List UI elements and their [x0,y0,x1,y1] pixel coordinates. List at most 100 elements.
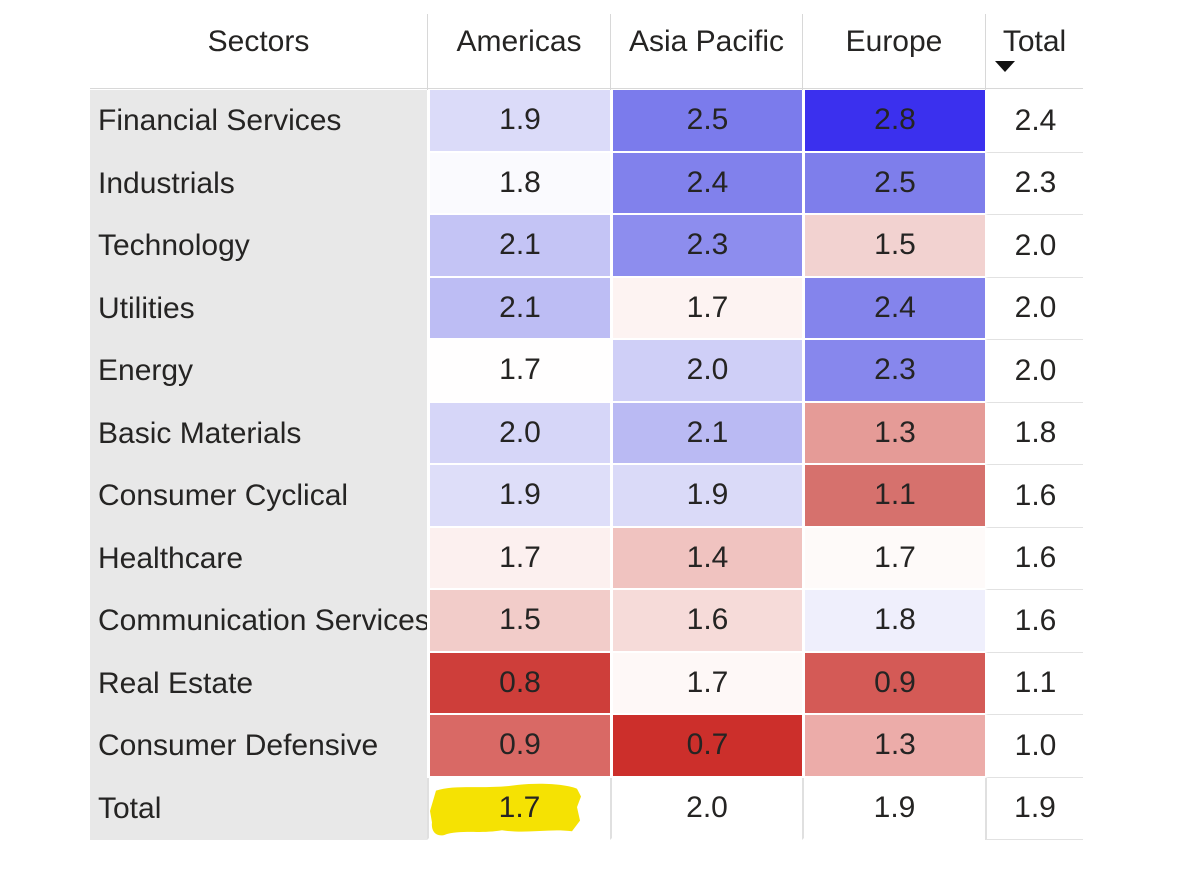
data-cell[interactable]: 2.1 [427,215,610,278]
cell-value: 1.6 [1014,541,1057,575]
data-cell[interactable]: 2.0 [427,402,610,465]
total-cell[interactable]: 1.6 [985,465,1083,528]
total-cell[interactable]: 2.0 [985,277,1083,340]
cell-value: 1.6 [1014,478,1057,512]
cell-value: 2.1 [499,228,541,262]
row-label[interactable]: Utilities [90,277,427,340]
data-cell[interactable]: 0.9 [427,715,610,778]
data-cell[interactable]: 2.1 [610,402,802,465]
total-cell[interactable]: 2.0 [985,215,1083,278]
data-cell[interactable]: 1.7 [427,340,610,403]
total-cell[interactable]: 1.9 [985,777,1083,840]
row-label-total[interactable]: Total [90,777,427,840]
cell-value: 1.7 [499,353,541,387]
data-cell[interactable]: 1.3 [802,715,985,778]
data-cell[interactable]: 2.4 [610,152,802,215]
cell-value: 1.5 [874,228,916,262]
row-label[interactable]: Basic Materials [90,402,427,465]
data-cell[interactable]: 2.1 [427,277,610,340]
row-label[interactable]: Healthcare [90,527,427,590]
data-cell[interactable]: 1.5 [802,215,985,278]
cell-value: 1.7 [874,540,916,574]
data-cell[interactable]: 0.7 [610,715,802,778]
row-label[interactable]: Technology [90,215,427,278]
row-label[interactable]: Real Estate [90,652,427,715]
data-cell[interactable]: 1.3 [802,402,985,465]
cell-value: 1.7 [686,665,729,699]
data-cell[interactable]: 2.3 [610,215,802,278]
data-cell[interactable]: 0.9 [802,652,985,715]
cell-value: 2.1 [686,415,729,449]
data-cell[interactable]: 1.5 [427,590,610,653]
row-label[interactable]: Communication Services [90,590,427,653]
data-cell[interactable]: 2.0 [610,777,802,840]
total-cell[interactable]: 1.6 [985,527,1083,590]
cell-value: 2.5 [686,103,729,137]
row-label[interactable]: Financial Services [90,90,427,153]
data-cell[interactable]: 1.8 [427,152,610,215]
cell-value: 2.1 [499,290,541,324]
column-header-sectors[interactable]: Sectors [207,25,310,58]
column-header-americas[interactable]: Americas [427,14,610,90]
data-cell[interactable]: 2.4 [802,277,985,340]
data-cell[interactable]: 1.6 [610,590,802,653]
data-cell[interactable]: 2.5 [802,152,985,215]
cell-value: 1.1 [1014,666,1057,700]
data-cell[interactable]: 1.4 [610,527,802,590]
cell-value: 1.8 [499,165,541,199]
cell-value: 2.4 [686,165,729,199]
column-header-asia-pacific[interactable]: Asia Pacific [610,14,802,90]
row-label[interactable]: Energy [90,340,427,403]
data-cell[interactable]: 1.7 [802,527,985,590]
cell-value: 2.3 [874,353,916,387]
column-header-europe[interactable]: Europe [802,14,985,90]
data-cell[interactable]: 1.7 [427,777,610,840]
row-label[interactable]: Consumer Cyclical [90,465,427,528]
cell-value: 2.3 [686,228,729,262]
data-cell[interactable]: 1.9 [802,777,985,840]
cell-value: 0.8 [499,665,541,699]
data-cell[interactable]: 2.5 [610,90,802,153]
data-cell[interactable]: 1.1 [802,465,985,528]
total-cell[interactable]: 1.6 [985,590,1083,653]
cell-value: 1.4 [686,540,729,574]
data-cell[interactable]: 1.9 [427,465,610,528]
total-cell[interactable]: 2.4 [985,90,1083,153]
data-cell[interactable]: 1.7 [610,277,802,340]
data-cell[interactable]: 1.8 [802,590,985,653]
data-cell[interactable]: 1.7 [610,652,802,715]
column-headers: Sectors Americas Asia Pacific Europe Tot… [90,14,1083,90]
data-cell[interactable]: 2.8 [802,90,985,153]
data-cell[interactable]: 2.0 [610,340,802,403]
cell-value: 1.6 [1014,603,1057,637]
cell-value: 1.9 [499,103,541,137]
row-label[interactable]: Consumer Defensive [90,715,427,778]
matrix-grid: Financial Services 1.9 2.5 2.8 2.4 Industrial… [90,90,1083,840]
total-cell[interactable]: 1.0 [985,715,1083,778]
data-cell[interactable]: 1.9 [427,90,610,153]
cell-value: 2.0 [499,415,541,449]
cell-value: 1.0 [1014,728,1057,762]
total-cell[interactable]: 1.8 [985,402,1083,465]
total-cell[interactable]: 2.0 [985,340,1083,403]
total-cell[interactable]: 1.1 [985,652,1083,715]
cell-value: 1.7 [686,290,729,324]
cell-value: 2.5 [874,165,916,199]
row-label[interactable]: Industrials [90,152,427,215]
cell-value: 2.0 [1014,291,1057,325]
cell-value: 1.7 [498,790,541,824]
data-cell[interactable]: 1.9 [610,465,802,528]
data-cell[interactable]: 2.3 [802,340,985,403]
total-cell[interactable]: 2.3 [985,152,1083,215]
column-header-total[interactable]: Total [985,14,1083,90]
sort-descending-icon[interactable] [995,61,1015,72]
cell-value: 2.0 [1014,353,1057,387]
data-cell[interactable]: 0.8 [427,652,610,715]
total-header-label: Total [1002,25,1067,58]
cell-value: 1.5 [499,603,541,637]
cell-value: 1.9 [873,790,916,824]
cell-value: 1.8 [1014,416,1057,450]
cell-value: 2.8 [874,103,916,137]
data-cell[interactable]: 1.7 [427,527,610,590]
